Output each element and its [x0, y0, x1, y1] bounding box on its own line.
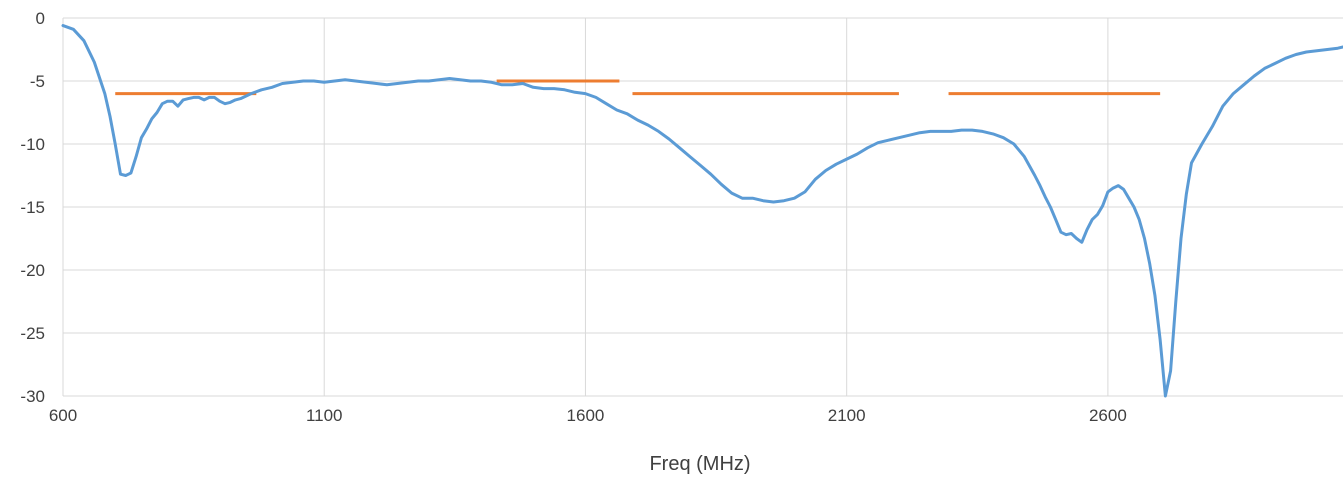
- x-axis-title: Freq (MHz): [649, 453, 750, 475]
- x-tick-label: 1100: [306, 406, 343, 425]
- y-tick-label: -30: [20, 387, 45, 406]
- x-tick-label: 1600: [567, 406, 605, 425]
- axes: [62, 18, 1343, 397]
- y-tick-label: -25: [20, 324, 45, 343]
- s11-line: [61, 24, 1343, 398]
- x-tick-label: 600: [49, 406, 77, 425]
- x-tick-label: 2600: [1089, 406, 1127, 425]
- y-tick-label: -10: [20, 135, 45, 154]
- s11-series: [61, 24, 1343, 398]
- y-tick-label: 0: [36, 9, 45, 28]
- y-tick-labels: 0 -5 -10 -15 -20 -25 -30: [20, 9, 45, 406]
- grid-lines: [63, 17, 1343, 396]
- y-tick-label: -20: [20, 261, 45, 280]
- x-tick-labels: 600 1100 1600 2100 2600: [49, 406, 1127, 425]
- y-tick-label: -5: [30, 72, 45, 91]
- x-tick-label: 2100: [828, 406, 866, 425]
- y-tick-label: -15: [20, 198, 45, 217]
- spec-limit-series: [115, 79, 1161, 96]
